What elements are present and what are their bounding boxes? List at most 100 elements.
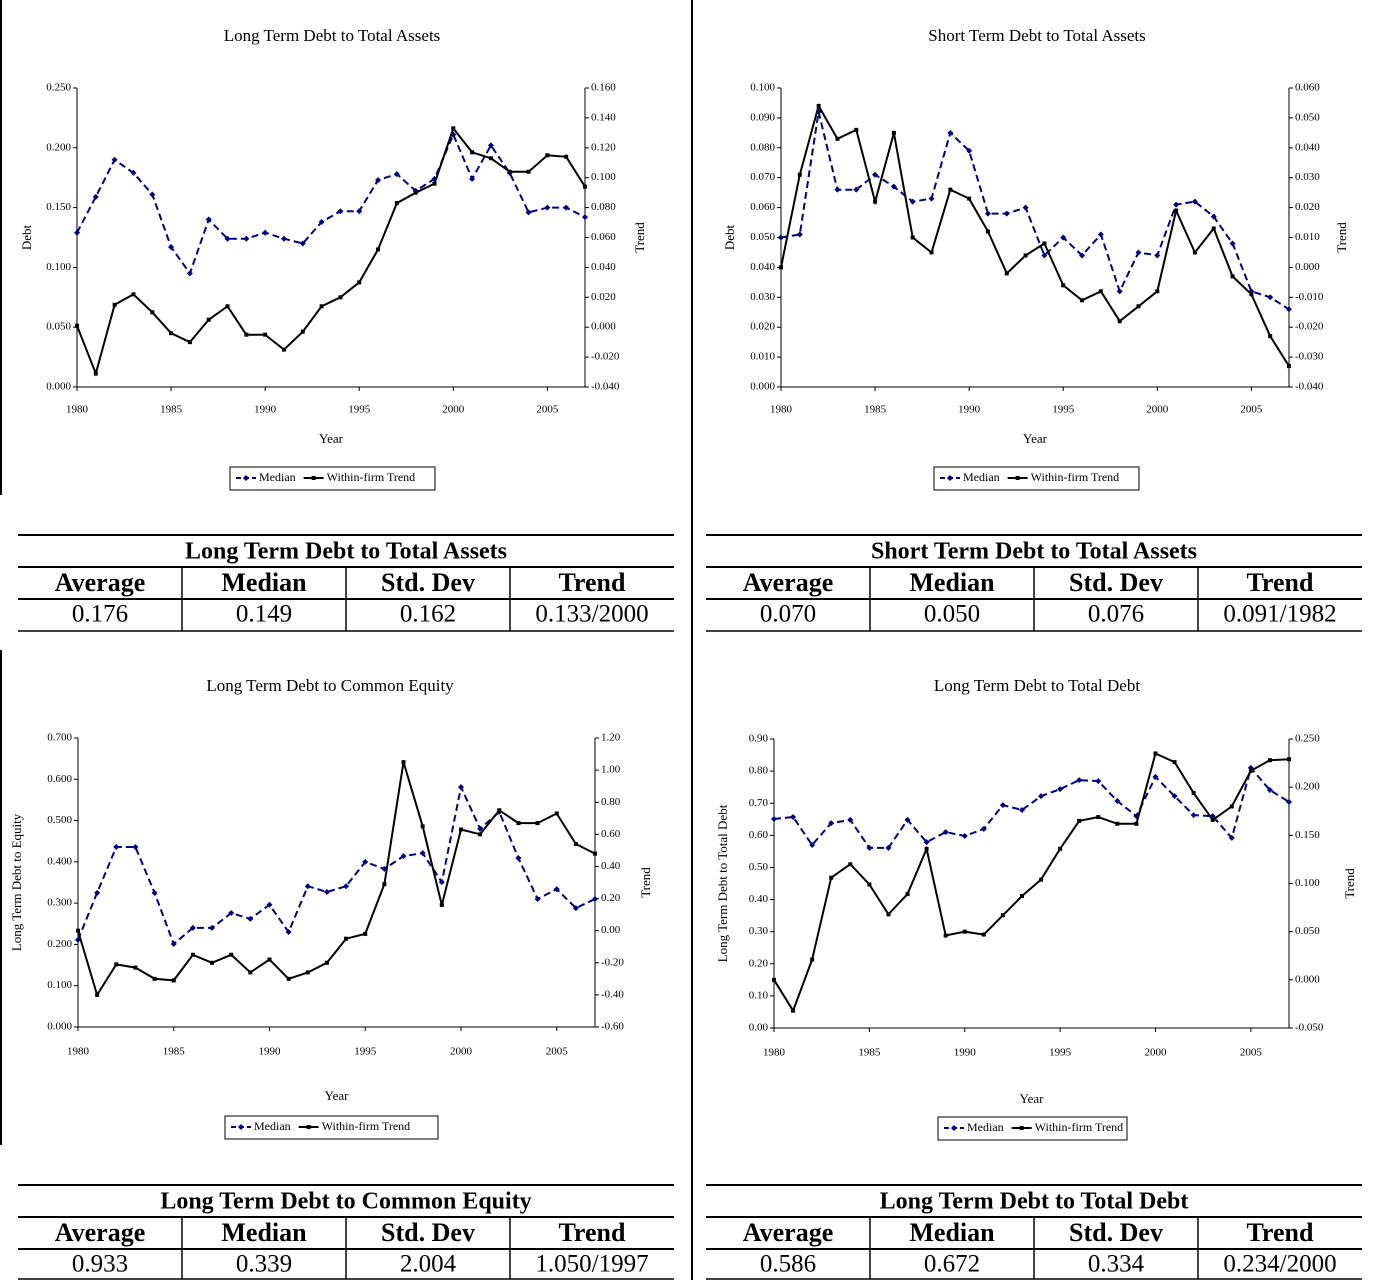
x-axis-label: Year	[1023, 431, 1048, 446]
point-marker	[1134, 821, 1139, 826]
point-marker	[171, 978, 176, 983]
point-marker	[170, 941, 177, 948]
legend-label: Within-firm Trend	[1035, 1120, 1124, 1134]
y-tick-label: 0.150	[46, 201, 71, 213]
point-marker	[1154, 252, 1161, 259]
y-tick-label: 0.20	[749, 957, 769, 969]
y-tick-label: 0.080	[750, 141, 775, 153]
point-marker	[1191, 198, 1198, 205]
table-cell: 0.162	[400, 601, 456, 628]
table-title: Short Term Debt to Total Assets	[871, 539, 1197, 565]
table-title: Long Term Debt to Total Assets	[185, 539, 507, 565]
point-marker	[942, 829, 949, 836]
point-marker	[262, 229, 269, 236]
point-marker	[75, 323, 79, 328]
point-marker	[113, 843, 120, 850]
table-title: Long Term Debt to Common Equity	[160, 1189, 531, 1215]
point-marker	[1042, 241, 1047, 246]
point-marker	[131, 292, 136, 297]
point-marker	[891, 130, 896, 135]
y2-tick-label: 0.020	[591, 291, 616, 303]
point-marker	[554, 811, 559, 816]
x-tick-label: 1980	[67, 1046, 90, 1058]
x-tick-label: 1980	[763, 1047, 786, 1059]
chart-title: Long Term Debt to Common Equity	[206, 676, 454, 695]
point-marker	[300, 329, 305, 334]
table-cell: 0.133/2000	[535, 601, 648, 628]
point-marker	[847, 816, 854, 823]
point-marker	[401, 760, 406, 765]
point-marker	[457, 784, 464, 791]
point-marker	[890, 183, 897, 190]
point-marker	[910, 235, 915, 240]
point-marker	[1192, 250, 1197, 255]
point-marker	[357, 280, 362, 285]
point-marker	[1171, 793, 1178, 800]
x-tick-label: 1995	[1049, 1047, 1072, 1059]
point-marker	[834, 186, 841, 193]
point-marker	[487, 142, 494, 149]
point-marker	[469, 175, 476, 182]
y-tick-label: 0.600	[47, 773, 72, 785]
y2-tick-label: 0.050	[1295, 925, 1320, 937]
y2-tick-label: 0.60	[601, 828, 621, 840]
table-header: Std. Dev	[381, 1218, 475, 1247]
y2-tick-label: -0.010	[1295, 291, 1324, 303]
point-marker	[1061, 283, 1066, 288]
y-tick-label: 0.70	[749, 797, 769, 809]
point-marker	[95, 992, 100, 997]
point-marker	[94, 889, 101, 896]
point-marker	[947, 129, 954, 136]
y-tick-label: 0.90	[749, 733, 769, 745]
point-marker	[905, 892, 910, 897]
legend-label: Within-firm Trend	[327, 470, 416, 484]
point-marker	[420, 824, 425, 829]
table-cell: 0.070	[760, 601, 816, 628]
y-tick-label: 0.200	[46, 141, 71, 153]
point-marker	[1211, 226, 1216, 231]
point-marker	[114, 962, 119, 967]
y2-tick-label: 0.000	[1295, 261, 1320, 273]
point-marker	[458, 827, 463, 832]
point-marker	[1076, 777, 1083, 784]
series-line	[780, 111, 1290, 311]
point-marker	[356, 208, 363, 215]
point-marker	[497, 808, 502, 813]
y-tick-label: 0.050	[750, 231, 775, 243]
point-marker	[1267, 758, 1272, 763]
y2-tick-label: 0.200	[1295, 781, 1320, 793]
point-marker	[1115, 821, 1120, 826]
point-marker	[828, 820, 835, 827]
y-tick-label: 0.000	[47, 1021, 72, 1033]
y2-tick-label: -0.030	[1295, 351, 1324, 363]
legend-marker	[306, 1125, 311, 1129]
series-line	[780, 103, 1290, 367]
y-tick-label: 0.200	[47, 938, 72, 950]
series-line	[76, 132, 586, 276]
y2-tick-label: 1.20	[601, 732, 621, 744]
point-marker	[1287, 757, 1291, 762]
table-cell: 0.586	[760, 1251, 816, 1278]
point-marker	[150, 310, 155, 315]
table-cell: 0.076	[1088, 601, 1144, 628]
point-marker	[573, 841, 578, 846]
point-marker	[516, 821, 521, 826]
point-marker	[286, 976, 291, 981]
y2-tick-label: 0.010	[1295, 231, 1320, 243]
point-marker	[835, 136, 840, 141]
point-marker	[966, 147, 973, 154]
y2-tick-label: 0.020	[1295, 201, 1320, 213]
x-tick-label: 1990	[254, 404, 277, 416]
point-marker	[438, 879, 445, 886]
point-marker	[1155, 289, 1160, 294]
point-marker	[873, 199, 878, 204]
y-tick-label: 0.30	[749, 925, 769, 937]
legend-label: Median	[254, 1119, 291, 1133]
table-cell: 0.234/2000	[1223, 1251, 1336, 1278]
y-axis-label: Debt	[19, 224, 34, 250]
point-marker	[477, 825, 484, 832]
point-marker	[451, 126, 456, 131]
point-marker	[553, 886, 560, 893]
point-marker	[319, 304, 324, 309]
y2-tick-label: -0.040	[591, 381, 620, 393]
